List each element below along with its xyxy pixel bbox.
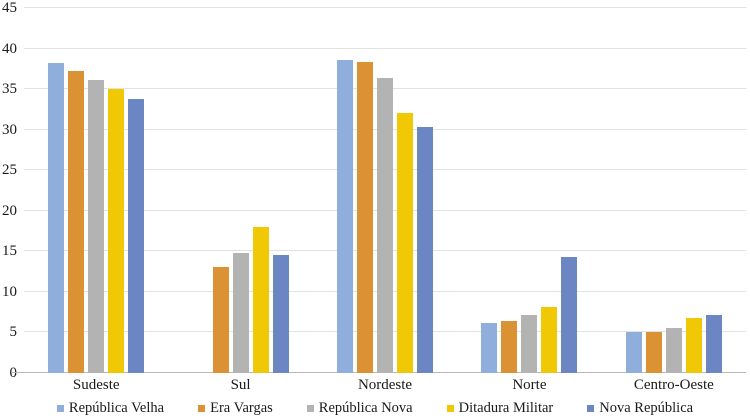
x-category-label: Sul bbox=[230, 377, 251, 393]
bar bbox=[212, 266, 229, 373]
x-axis-labels: Sudeste Sul Nordeste Norte Centro-Oeste bbox=[24, 377, 746, 394]
bar-group-sudeste bbox=[24, 8, 168, 373]
legend: República Velha Era Vargas República Nova D… bbox=[0, 400, 750, 417]
legend-item: República Nova bbox=[306, 400, 413, 417]
bar bbox=[501, 321, 518, 373]
legend-label: República Nova bbox=[318, 400, 413, 416]
bar bbox=[521, 314, 538, 373]
legend-label: República Velha bbox=[68, 400, 165, 416]
bar bbox=[625, 332, 642, 373]
bar bbox=[108, 89, 125, 373]
legend-item: República Velha bbox=[56, 400, 165, 417]
bars bbox=[24, 8, 746, 373]
x-category-label: Norte bbox=[512, 377, 547, 393]
legend-item: Era Vargas bbox=[198, 400, 273, 417]
y-tick-label: 20 bbox=[2, 202, 17, 219]
legend-item: Nova República bbox=[587, 400, 693, 417]
bar bbox=[232, 252, 249, 373]
bar bbox=[88, 80, 105, 373]
y-tick-label: 30 bbox=[2, 121, 17, 138]
y-tick-label: 10 bbox=[2, 283, 17, 300]
legend-label: Ditadura Militar bbox=[458, 400, 554, 416]
bar bbox=[417, 127, 434, 373]
y-tick-label: 45 bbox=[2, 0, 17, 16]
legend-swatch bbox=[198, 405, 206, 412]
legend-swatch bbox=[56, 405, 64, 412]
plot-area bbox=[12, 7, 746, 373]
bar bbox=[705, 314, 722, 373]
y-tick-label: 40 bbox=[2, 40, 17, 57]
bar-group-nordeste bbox=[313, 8, 457, 373]
y-tick-label: 0 bbox=[9, 365, 18, 381]
bar bbox=[541, 306, 558, 373]
bar-group-norte bbox=[457, 8, 601, 373]
legend-swatch bbox=[306, 405, 314, 412]
bar bbox=[357, 61, 374, 373]
bar bbox=[48, 63, 65, 373]
legend-swatch bbox=[446, 405, 454, 412]
bar bbox=[377, 77, 394, 373]
x-category-label: Nordeste bbox=[357, 377, 413, 393]
bar bbox=[68, 71, 85, 373]
bar bbox=[665, 328, 682, 373]
legend-item: Ditadura Militar bbox=[446, 400, 554, 417]
bar-group-sul bbox=[168, 8, 312, 373]
legend-label: Era Vargas bbox=[210, 400, 273, 416]
gridline bbox=[24, 47, 746, 49]
x-category-label: Centro-Oeste bbox=[633, 377, 714, 393]
bar-group-centro-oeste bbox=[602, 8, 746, 373]
legend-swatch bbox=[587, 405, 595, 412]
y-tick-label: 25 bbox=[2, 162, 17, 179]
x-category-label: Sudeste bbox=[72, 377, 120, 393]
y-axis: 0 5 10 15 20 25 30 35 40 45 bbox=[0, 0, 18, 381]
bar bbox=[272, 254, 289, 373]
bar bbox=[128, 98, 145, 373]
y-tick-label: 5 bbox=[9, 324, 18, 341]
bar bbox=[252, 227, 269, 373]
bar bbox=[337, 59, 354, 373]
bar bbox=[481, 322, 498, 373]
y-tick-label: 35 bbox=[2, 81, 17, 98]
bar bbox=[685, 317, 702, 373]
bar bbox=[645, 332, 662, 373]
legend-label: Nova República bbox=[599, 400, 694, 416]
y-tick-label: 15 bbox=[2, 243, 17, 260]
gridline bbox=[24, 7, 746, 8]
bar bbox=[397, 112, 414, 373]
bar bbox=[561, 257, 578, 373]
